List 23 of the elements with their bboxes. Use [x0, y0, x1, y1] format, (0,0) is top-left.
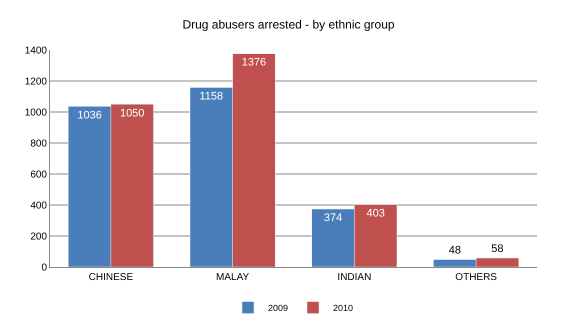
data-label: 1158 [199, 90, 224, 103]
y-tick-label: 0 [41, 262, 48, 274]
data-label: 1036 [77, 109, 102, 122]
legend-label: 2010 [333, 303, 354, 314]
y-tick-label: 1000 [24, 108, 48, 118]
y-tick-label: 800 [30, 138, 48, 150]
data-label: 374 [324, 212, 342, 224]
y-tick-label: 400 [30, 200, 48, 212]
data-label: 1050 [120, 107, 144, 120]
y-tick-label: 1200 [24, 76, 48, 88]
chart-title: Drug abusers arrested - by ethnic group [182, 17, 395, 32]
x-tick-label: OTHERS [455, 272, 498, 283]
legend-label: 2009 [268, 303, 288, 314]
data-label: 48 [448, 244, 461, 257]
y-tick-label: 600 [30, 170, 48, 180]
data-label: 1376 [242, 56, 266, 69]
data-label: 403 [366, 208, 385, 220]
y-tick-label: 1400 [24, 46, 48, 56]
x-tick-label: INDIAN [337, 272, 372, 283]
data-label: 58 [491, 243, 504, 256]
x-tick-label: MALAY [216, 272, 250, 283]
y-tick-label: 200 [30, 232, 48, 242]
x-tick-label: CHINESE [88, 272, 134, 283]
